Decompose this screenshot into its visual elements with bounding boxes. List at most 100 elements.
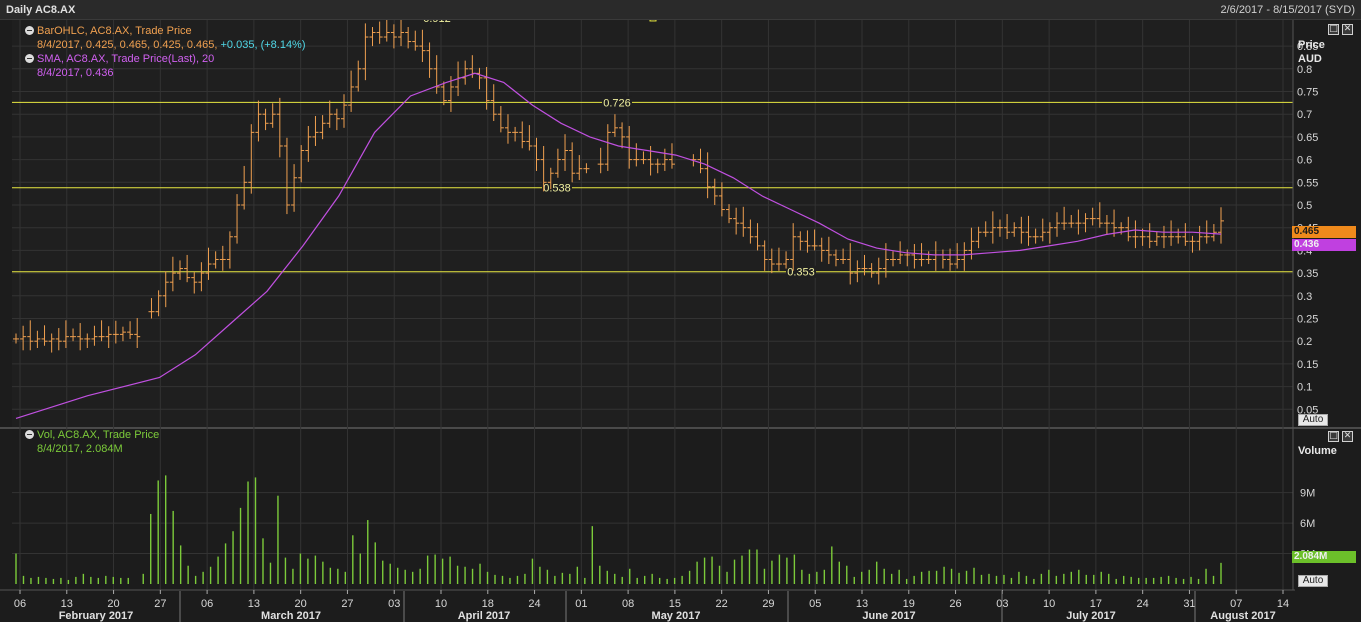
ohlc-bar [711,178,718,205]
x-tick-label: 08 [622,598,634,610]
ohlc-bar [312,116,319,146]
ohlc-bar [890,251,897,267]
ohlc-bar [205,247,212,280]
ohlc-bar [668,143,675,169]
x-tick-label: 20 [107,598,119,610]
sma-line [15,72,1222,419]
legend-toggle-icon[interactable] [25,26,34,35]
ohlc-bar [704,152,711,199]
x-tick-label: 14 [1277,598,1289,610]
ohlc-bar [1218,207,1224,244]
x-tick-label: 31 [1183,598,1195,610]
month-label: July 2017 [1066,610,1116,622]
ohlc-bar [654,158,661,174]
ohlc-bar [576,155,583,181]
ohlc-bar [219,245,226,271]
x-tick-label: 06 [201,598,213,610]
ohlc-bar [1175,228,1182,244]
level-label: 0.726 [603,97,631,109]
price-tick-label: 0.8 [1297,64,1312,76]
ohlc-bar [804,230,811,253]
ohlc-bar [768,248,775,274]
vol-legend-label: Vol, AC8.AX, Trade Price [37,429,160,441]
ohlc-bar [355,60,362,92]
price-tick-label: 0.3 [1297,291,1312,303]
level-label: 0.912 [423,20,451,25]
x-tick-label: 20 [295,598,307,610]
volume-axis-title: Volume [1298,445,1337,457]
ohlc-legend-title[interactable]: BarOHLC, AC8.AX, Trade Price [25,25,192,37]
legend-toggle-icon[interactable] [25,54,34,63]
volume-auto-scale-button[interactable]: Auto [1298,575,1328,587]
price-tick-label: 0.75 [1297,87,1318,99]
ohlc-bar [48,333,55,353]
x-tick-label: 26 [949,598,961,610]
ohlc-bar [562,134,569,171]
ohlc-bar [433,55,440,94]
ohlc-bar [840,248,847,265]
ohlc-bar [283,137,290,215]
price-tick-label: 0.05 [1297,404,1318,416]
price-grid: 0.050.10.150.20.250.30.350.40.450.50.550… [12,41,1318,416]
close-panel-icon[interactable]: ✕ [1342,24,1353,35]
ohlc-bar [440,81,447,106]
level-line-handle [649,20,657,22]
maximize-volume-panel-icon[interactable]: □ [1328,431,1339,442]
x-tick-label: 24 [528,598,540,610]
legend-toggle-icon[interactable] [25,430,34,439]
maximize-panel-icon[interactable]: □ [1328,24,1339,35]
ohlc-bar [954,243,961,269]
ohlc-bar [447,76,454,112]
level-label-background [602,96,632,109]
price-tick-label: 0.65 [1297,132,1318,144]
ohlc-bar [184,254,191,283]
x-tick-label: 27 [341,598,353,610]
price-auto-scale-button[interactable]: Auto [1298,414,1328,426]
ohlc-bar [640,151,647,165]
ohlc-bar [611,114,618,137]
ohlc-bar [13,333,19,344]
ohlc-bar [112,320,119,344]
ohlc-legend-values: 8/4/2017, 0.425, 0.465, 0.425, 0.465, +0… [37,39,306,51]
ohlc-bar [925,251,932,265]
ohlc-bar [1203,220,1210,244]
x-tick-label: 27 [154,598,166,610]
ohlc-bar [847,243,854,285]
ohlc-bar [55,328,62,351]
volume-last-tag: 2.084M [1292,551,1356,563]
ohlc-bar [1139,228,1146,246]
x-tick-label: 01 [575,598,587,610]
ohlc-bar [1103,214,1110,235]
sma-last-tag: 0.436 [1292,239,1356,251]
ohlc-bar [212,251,219,269]
x-tick-label: 05 [809,598,821,610]
ohlc-series [13,20,1224,353]
ohlc-bar [333,108,340,131]
ohlc-bar [41,325,48,346]
level-label: 0.538 [543,183,571,195]
ohlc-bar [127,321,134,339]
vol-legend-title[interactable]: Vol, AC8.AX, Trade Price [25,429,159,441]
close-volume-panel-icon[interactable]: ✕ [1342,431,1353,442]
ohlc-bar [98,320,105,342]
price-tick-label: 0.55 [1297,177,1318,189]
sma-legend-values: 8/4/2017, 0.436 [37,67,113,79]
ohlc-bar [305,126,312,162]
ohlc-bar [996,219,1003,237]
ohlc-bar [1082,213,1089,233]
ohlc-bar [761,240,768,271]
chart-canvas[interactable]: 0.050.10.150.20.250.30.350.40.450.50.550… [0,20,1361,622]
price-tick-label: 0.7 [1297,109,1312,121]
sma-legend-title[interactable]: SMA, AC8.AX, Trade Price(Last), 20 [25,53,214,65]
ohlc-bar [811,229,818,251]
ohlc-change: +0.035, (+8.14%) [220,39,306,51]
ohlc-bar [412,30,419,51]
ohlc-bar [512,126,519,142]
ohlc-bar [897,241,904,265]
ohlc-bar [1168,220,1175,246]
x-tick-label: 22 [716,598,728,610]
ohlc-bar [854,260,861,283]
price-pane-background [12,20,1293,428]
volume-tick-label: 9M [1300,488,1315,500]
ohlc-bar [783,251,790,269]
